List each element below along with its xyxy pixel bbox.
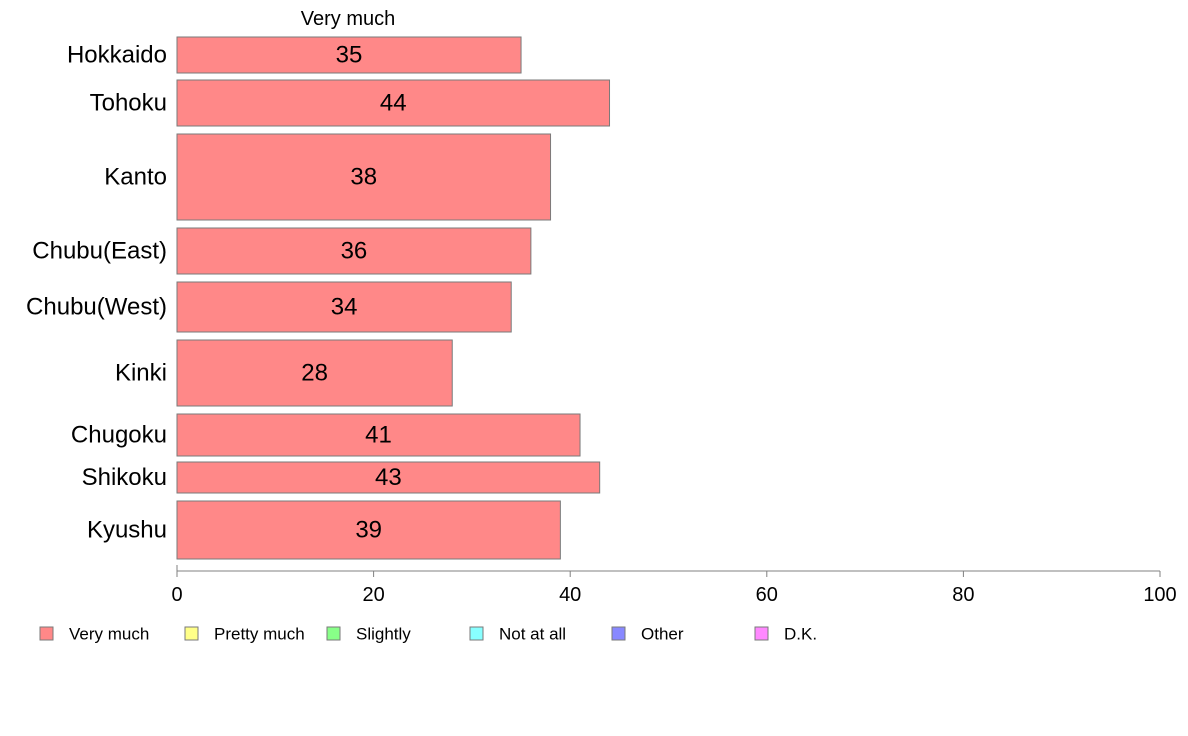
- legend-label: D.K.: [784, 625, 817, 644]
- legend: Very much Pretty much Slightly Not at all Ot…: [39, 625, 817, 644]
- bar-value-label: 34: [331, 294, 358, 321]
- bar-value-label: 43: [375, 464, 402, 491]
- x-axis: 0 20 40 60 80 100: [171, 565, 1177, 606]
- legend-swatch: [754, 626, 769, 641]
- bar: [176, 281, 512, 333]
- x-tick-label: 40: [559, 584, 581, 606]
- bar: [176, 133, 552, 221]
- category-label: Tohoku: [90, 90, 167, 117]
- bar-value-label: 41: [365, 422, 392, 449]
- x-tick-label: 60: [756, 584, 778, 606]
- bar-value-label: 28: [301, 360, 328, 387]
- legend-label: Pretty much: [214, 625, 305, 644]
- bar: [176, 413, 581, 457]
- category-label: Kyushu: [87, 517, 167, 544]
- category-label: Chubu(West): [26, 294, 167, 321]
- legend-label: Very much: [69, 625, 149, 644]
- category-label: Chubu(East): [32, 238, 167, 265]
- bar: [176, 36, 522, 74]
- bar-value-label: 39: [355, 517, 382, 544]
- category-label: Chugoku: [71, 422, 167, 449]
- legend-swatch: [184, 626, 199, 641]
- x-tick-label: 0: [171, 584, 182, 606]
- legend-swatch: [611, 626, 626, 641]
- legend-swatch: [326, 626, 341, 641]
- legend-label: Slightly: [356, 625, 411, 644]
- chart-title: Very much: [301, 8, 395, 30]
- bar: [176, 500, 561, 560]
- bar: [176, 79, 611, 127]
- legend-swatch: [39, 626, 54, 641]
- bars-group: Hokkaido 35 Tohoku 44 Kanto 38 Chubu(East) 36 Ch…: [26, 36, 611, 560]
- legend-label: Not at all: [499, 625, 566, 644]
- x-tick-label: 20: [362, 584, 384, 606]
- bar-value-label: 38: [350, 164, 377, 191]
- x-tick-label: 80: [952, 584, 974, 606]
- bar: [176, 339, 453, 407]
- category-label: Shikoku: [82, 464, 167, 491]
- legend-swatch: [469, 626, 484, 641]
- legend-label: Other: [641, 625, 684, 644]
- bar: [176, 227, 532, 275]
- category-label: Hokkaido: [67, 42, 167, 69]
- bar-value-label: 35: [336, 42, 363, 69]
- bar-value-label: 44: [380, 90, 407, 117]
- x-tick-label: 100: [1143, 584, 1176, 606]
- category-label: Kinki: [115, 360, 167, 387]
- bar-value-label: 36: [341, 238, 368, 265]
- bar: [176, 461, 601, 494]
- category-label: Kanto: [104, 164, 167, 191]
